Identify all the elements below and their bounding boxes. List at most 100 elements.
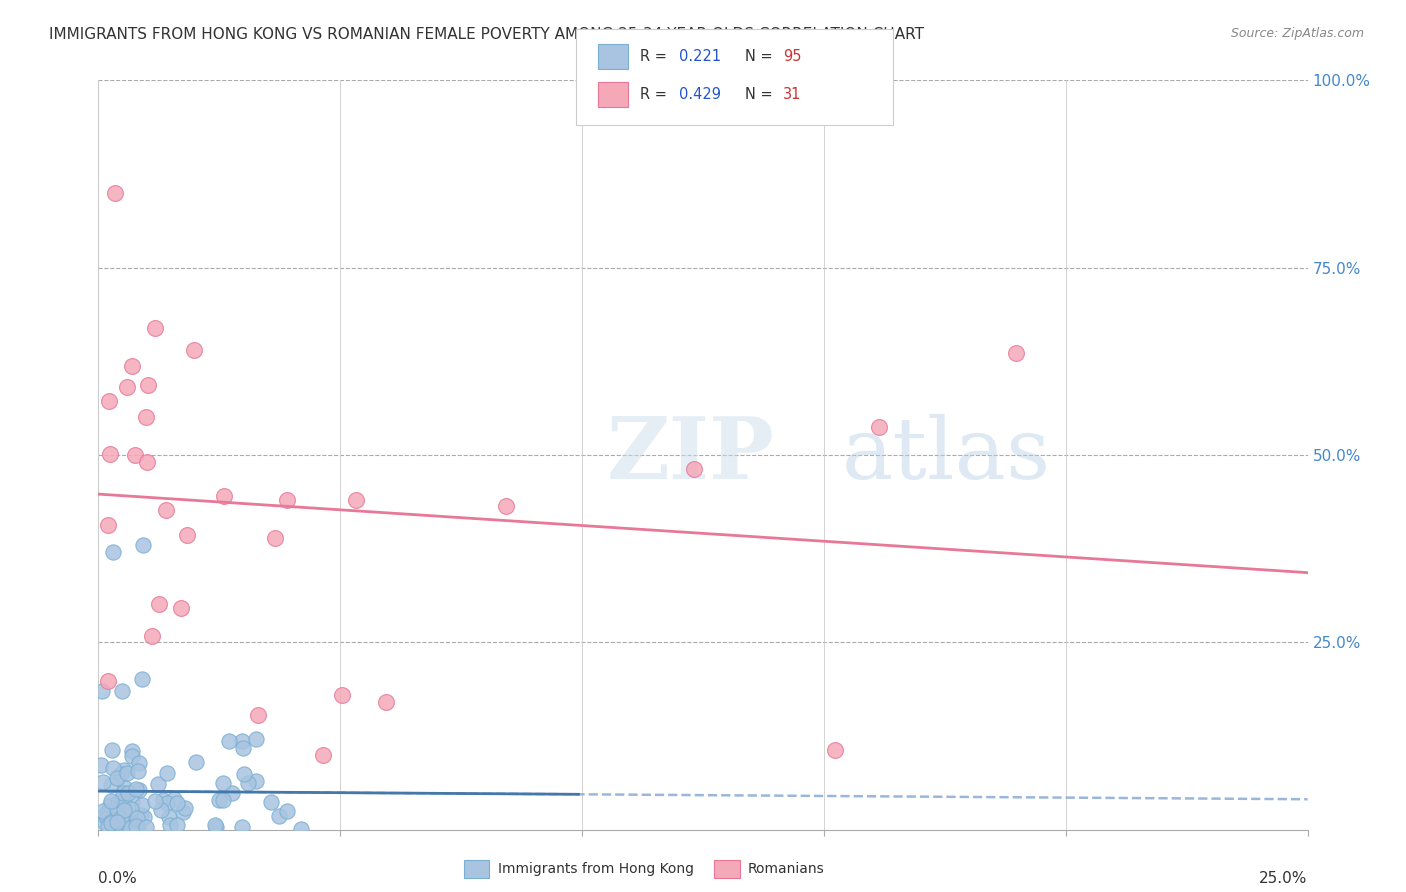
Point [98,817,121,831]
Text: Source: ZipAtlas.com: Source: ZipAtlas.com [1230,27,1364,40]
Point [157,810,180,824]
Point [128,756,150,771]
Point [107,796,129,810]
Text: 0.429: 0.429 [679,87,721,102]
Point [128,783,150,797]
Point [90,757,112,772]
Point [127,819,149,833]
Point [91,775,114,789]
Point [125,819,148,833]
Point [152,793,174,807]
Point [91,804,114,818]
Text: 0.221: 0.221 [679,49,721,63]
Point [682,462,704,476]
Point [148,597,170,611]
Point [105,802,128,816]
Text: 25.0%: 25.0% [1260,871,1308,886]
Point [112,763,135,777]
Point [311,747,333,762]
Point [136,455,159,469]
Point [131,673,153,687]
Point [124,448,146,462]
Point [212,775,235,789]
Point [146,777,169,791]
Point [100,778,122,792]
Point [264,532,287,546]
Point [375,695,398,709]
Point [166,818,188,832]
Point [245,773,267,788]
Point [103,814,125,829]
Point [96,811,118,825]
Point [104,186,127,200]
Point [105,816,128,830]
Text: R =: R = [640,49,671,63]
Text: N =: N = [745,49,778,63]
Point [98,447,121,461]
Point [107,795,129,809]
Point [332,688,354,702]
Point [97,819,120,833]
Point [204,820,226,834]
Point [260,795,283,809]
Point [155,796,177,810]
Point [110,767,132,781]
Point [105,798,128,813]
Point [110,811,132,825]
Text: R =: R = [640,87,671,102]
Point [131,797,153,812]
Point [236,775,259,789]
Point [212,793,235,807]
Point [96,805,118,820]
Point [121,820,143,834]
Point [276,492,298,507]
Point [824,743,846,757]
Point [120,802,142,816]
Point [174,801,197,815]
Point [112,808,135,822]
Point [290,822,312,836]
Point [131,808,153,822]
Point [107,813,129,827]
Point [208,793,231,807]
Text: atlas: atlas [842,413,1052,497]
Point [104,806,127,821]
Point [105,805,128,820]
Point [145,320,167,334]
Point [115,380,138,394]
Point [111,786,134,800]
Point [127,764,149,779]
Point [245,731,267,746]
Text: 31: 31 [783,87,801,102]
Point [183,343,205,357]
Point [269,808,291,822]
Text: 95: 95 [783,49,801,63]
Point [149,803,172,817]
Point [170,601,193,615]
Point [132,810,155,824]
Point [114,780,136,795]
Point [112,794,135,808]
Point [117,786,139,800]
Point [136,378,159,392]
Point [276,804,298,818]
Point [231,820,253,834]
Point [114,814,136,828]
Point [495,499,517,513]
Point [100,814,122,829]
Point [97,393,120,408]
Point [163,791,186,805]
Point [125,782,148,797]
Point [94,816,117,830]
Point [131,538,153,552]
Text: Romanians: Romanians [748,862,825,876]
Text: 0.0%: 0.0% [98,871,138,886]
Text: N =: N = [745,87,778,102]
Point [134,410,156,425]
Point [115,765,138,780]
Point [176,527,198,541]
Point [120,822,142,836]
Point [127,811,149,825]
Text: Immigrants from Hong Kong: Immigrants from Hong Kong [498,862,693,876]
Point [98,797,121,812]
